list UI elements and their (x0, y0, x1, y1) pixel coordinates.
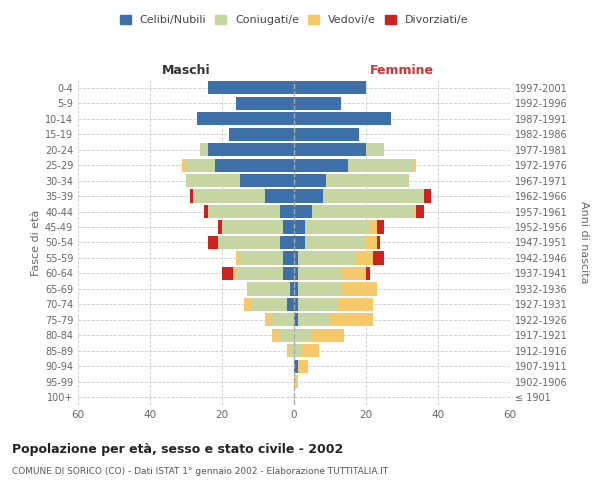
Bar (182, 158, 186, 172)
Bar (222, 267, 233, 280)
Bar (305, 236, 366, 249)
Bar (323, 190, 424, 202)
Bar (377, 236, 380, 249)
Bar (287, 298, 294, 311)
Bar (298, 252, 355, 264)
Bar (204, 205, 208, 218)
Bar (283, 220, 294, 234)
Bar (251, 298, 287, 311)
Bar (366, 236, 377, 249)
Bar (233, 267, 236, 280)
Y-axis label: Anni di nascita: Anni di nascita (579, 201, 589, 284)
Bar (348, 158, 413, 172)
Bar (294, 375, 298, 388)
Bar (190, 190, 193, 202)
Bar (272, 329, 280, 342)
Bar (294, 81, 366, 94)
Bar (301, 344, 319, 358)
Bar (294, 158, 348, 172)
Bar (341, 282, 377, 296)
Bar (208, 81, 294, 94)
Bar (283, 252, 294, 264)
Bar (298, 298, 337, 311)
Bar (413, 205, 416, 218)
Bar (186, 174, 240, 187)
Bar (366, 143, 384, 156)
Bar (294, 190, 323, 202)
Text: Femmine: Femmine (370, 64, 434, 77)
Bar (236, 252, 240, 264)
Bar (294, 112, 391, 126)
Bar (229, 128, 294, 140)
Bar (208, 236, 218, 249)
Bar (312, 329, 344, 342)
Bar (244, 298, 251, 311)
Legend: Celibi/Nubili, Coniugati/e, Vedovi/e, Divorziati/e: Celibi/Nubili, Coniugati/e, Vedovi/e, Di… (115, 10, 473, 30)
Text: Maschi: Maschi (161, 64, 211, 77)
Bar (197, 112, 294, 126)
Bar (193, 190, 265, 202)
Bar (294, 205, 312, 218)
Bar (215, 158, 294, 172)
Bar (208, 205, 280, 218)
Bar (294, 174, 326, 187)
Bar (370, 220, 377, 234)
Text: Popolazione per età, sesso e stato civile - 2002: Popolazione per età, sesso e stato civil… (12, 442, 343, 456)
Bar (200, 143, 208, 156)
Bar (424, 190, 431, 202)
Bar (294, 329, 312, 342)
Bar (294, 267, 298, 280)
Bar (247, 282, 290, 296)
Bar (240, 174, 294, 187)
Bar (294, 96, 341, 110)
Bar (283, 267, 294, 280)
Bar (326, 174, 409, 187)
Bar (265, 190, 294, 202)
Bar (355, 252, 373, 264)
Bar (218, 236, 280, 249)
Bar (290, 282, 294, 296)
Bar (287, 344, 290, 358)
Bar (366, 267, 370, 280)
Bar (186, 158, 215, 172)
Bar (294, 282, 298, 296)
Text: COMUNE DI SORICO (CO) - Dati ISTAT 1° gennaio 2002 - Elaborazione TUTTITALIA.IT: COMUNE DI SORICO (CO) - Dati ISTAT 1° ge… (12, 468, 388, 476)
Bar (294, 220, 305, 234)
Bar (298, 360, 308, 373)
Bar (236, 267, 283, 280)
Bar (373, 252, 384, 264)
Bar (312, 205, 413, 218)
Bar (294, 314, 298, 326)
Bar (222, 220, 283, 234)
Bar (377, 220, 384, 234)
Bar (341, 267, 366, 280)
Bar (294, 128, 359, 140)
Bar (236, 96, 294, 110)
Bar (294, 344, 301, 358)
Bar (413, 158, 416, 172)
Bar (280, 329, 294, 342)
Bar (305, 220, 370, 234)
Bar (280, 236, 294, 249)
Bar (337, 298, 373, 311)
Bar (294, 360, 298, 373)
Bar (294, 143, 366, 156)
Bar (298, 282, 341, 296)
Bar (330, 314, 373, 326)
Bar (294, 298, 298, 311)
Bar (265, 314, 272, 326)
Bar (298, 314, 330, 326)
Bar (240, 252, 283, 264)
Bar (294, 252, 298, 264)
Bar (298, 267, 341, 280)
Bar (272, 314, 294, 326)
Bar (280, 205, 294, 218)
Bar (290, 344, 294, 358)
Bar (294, 236, 305, 249)
Y-axis label: Fasce di età: Fasce di età (31, 210, 41, 276)
Bar (218, 220, 222, 234)
Bar (416, 205, 424, 218)
Bar (208, 143, 294, 156)
